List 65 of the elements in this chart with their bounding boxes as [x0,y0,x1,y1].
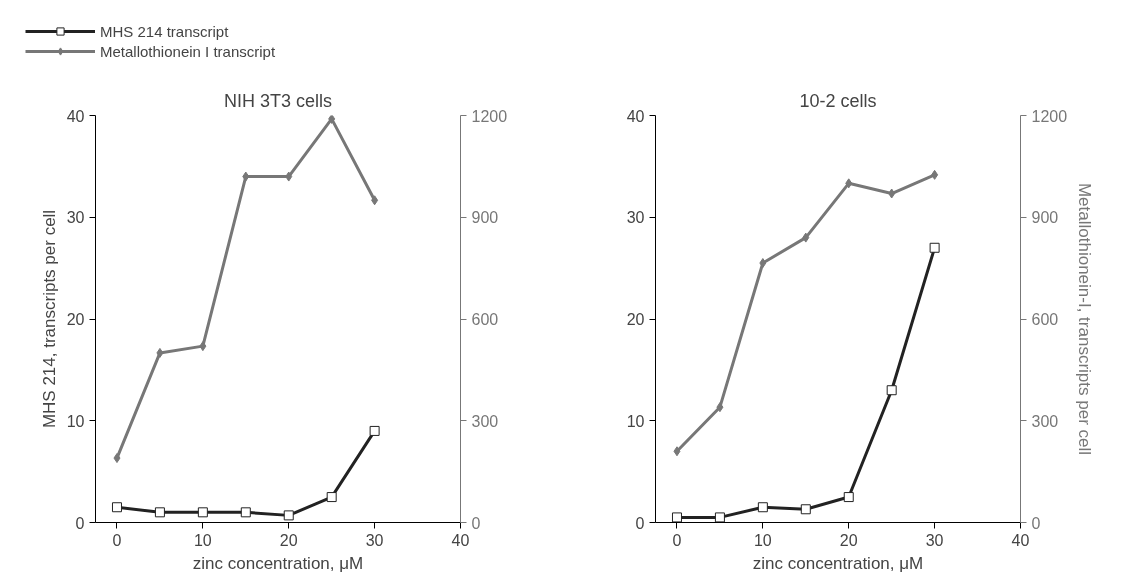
point [369,425,380,436]
point [929,242,940,253]
y-tick-label: 30 [66,209,85,227]
point [673,446,681,457]
point [156,347,164,358]
point [843,492,854,503]
y2-tick-label: 900 [1031,209,1059,227]
y-axis-title: MHS 214, transcripts per cell [39,209,59,429]
point [111,502,122,513]
point [759,258,767,269]
x-tick-label: 40 [1011,531,1030,549]
point [671,512,682,523]
x-tick-label: 40 [451,531,470,549]
legend-label: MHS 214 transcript [100,22,229,40]
point [328,115,336,124]
point [199,341,207,352]
x-tick-label: 0 [672,531,682,549]
point [886,385,897,396]
point [888,188,896,199]
x-tick-label: 10 [753,531,772,549]
y2-tick-label: 600 [1031,311,1059,328]
chart-title: 10-2 cells [799,90,877,111]
point [716,402,724,413]
chart-title: NIH 3T3 cells [223,90,333,111]
point [240,507,251,518]
x-tick-label: 10 [193,531,212,549]
x-tick-label: 20 [839,531,858,549]
y2-axis-title: Metallothionein-I, transcripts per cell [1075,182,1095,456]
y-tick-label: 0 [75,514,85,532]
point [757,502,768,513]
legend-label: Metallothionein I transcript [100,42,276,60]
point [845,178,853,189]
point [326,492,337,503]
y-tick-label: 20 [626,311,645,328]
y2-tick-label: 300 [471,412,499,430]
point [931,169,939,180]
point [197,507,208,518]
point [802,232,810,243]
y-tick-label: 40 [66,107,85,125]
point [714,512,725,523]
x-tick-label: 20 [279,531,298,549]
y2-tick-label: 900 [471,209,499,227]
y-tick-label: 10 [66,412,85,430]
y2-tick-label: 300 [1031,412,1059,430]
x-axis-title: zinc concentration, μM [752,553,924,573]
point [800,504,811,515]
point [285,171,293,182]
y-tick-label: 30 [626,209,645,227]
y2-tick-label: 1200 [1031,107,1068,125]
y2-tick-label: 600 [471,311,499,328]
point [283,510,294,521]
point [371,195,379,206]
y2-tick-label: 0 [471,514,481,532]
y-tick-label: 20 [66,311,85,328]
point [154,507,165,518]
point [113,453,121,464]
y-tick-label: 0 [635,514,645,532]
x-tick-label: 30 [925,531,944,549]
x-tick-label: 0 [112,531,122,549]
y-tick-label: 10 [626,412,645,430]
y2-tick-label: 0 [1031,514,1041,532]
y-tick-label: 40 [626,107,645,125]
x-tick-label: 30 [365,531,384,549]
y2-tick-label: 1200 [471,107,508,125]
x-axis-title: zinc concentration, μM [192,553,364,573]
